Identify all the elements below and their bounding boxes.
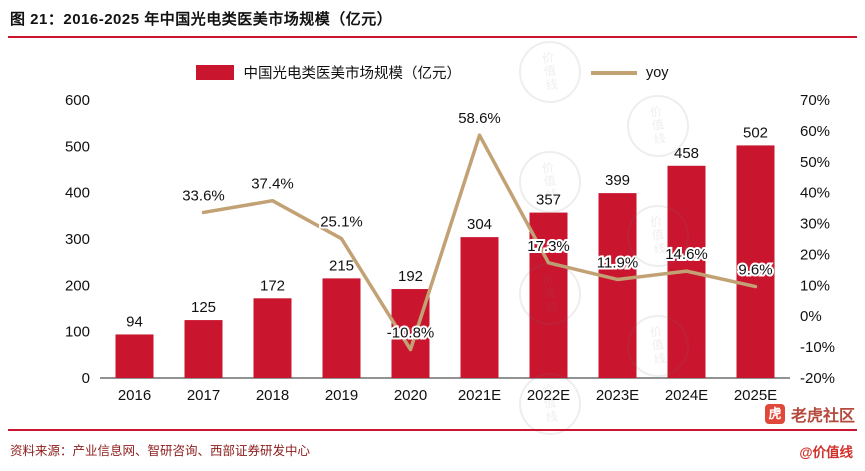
x-axis-label: 2019 bbox=[325, 387, 358, 404]
legend-item-line: yoy bbox=[590, 64, 669, 81]
left-axis-tick: 0 bbox=[82, 370, 90, 387]
left-axis-tick: 100 bbox=[65, 324, 90, 341]
bar-2025E bbox=[736, 145, 775, 378]
x-axis-label: 2025E bbox=[734, 387, 777, 404]
bar-2021E bbox=[460, 237, 499, 378]
brand-handle: @价值线 bbox=[799, 445, 853, 460]
bar-value-label: 125 bbox=[191, 299, 216, 316]
yoy-label: 9.6% bbox=[738, 262, 772, 279]
bar-value-label: 94 bbox=[126, 313, 143, 330]
bar-value-label: 192 bbox=[398, 268, 423, 285]
brand-name: 老虎社区 bbox=[790, 408, 855, 425]
x-axis-label: 2020 bbox=[394, 387, 427, 404]
chart-area: 600 500 400 300 200 100 0 70% 60% 50% 40% 30% 20% 10%… bbox=[65, 92, 835, 404]
x-axis-label: 2021E bbox=[458, 387, 501, 404]
bar-2020 bbox=[391, 289, 430, 378]
legend-item-bar: 中国光电类医美市场规模（亿元） bbox=[196, 62, 461, 83]
bar-value-label: 172 bbox=[260, 277, 285, 294]
legend-yoy-label: yoy bbox=[645, 64, 669, 81]
bar-value-label: 304 bbox=[467, 216, 492, 233]
bar-2018 bbox=[253, 298, 292, 378]
left-axis-tick: 500 bbox=[65, 138, 90, 155]
title-underline bbox=[8, 36, 857, 38]
yoy-label: 33.6% bbox=[182, 187, 225, 204]
right-axis-tick: 0% bbox=[800, 308, 822, 325]
right-axis-tick: 70% bbox=[800, 92, 830, 109]
bar-value-label: 357 bbox=[536, 192, 561, 209]
yoy-label: 25.1% bbox=[320, 214, 363, 231]
footer-rule bbox=[8, 429, 857, 431]
right-axis-tick: -10% bbox=[800, 339, 835, 356]
yoy-line bbox=[201, 133, 758, 352]
bar-value-label: 502 bbox=[743, 124, 768, 141]
bar-value-label: 399 bbox=[605, 172, 630, 189]
x-axis-label: 2024E bbox=[665, 387, 708, 404]
x-axis-label: 2023E bbox=[596, 387, 639, 404]
left-axis-tick: 600 bbox=[65, 92, 90, 109]
x-axis-label: 2018 bbox=[256, 387, 289, 404]
right-axis-tick: 10% bbox=[800, 277, 830, 294]
yoy-label: 17.3% bbox=[527, 238, 570, 255]
legend-bar-label: 中国光电类医美市场规模（亿元） bbox=[243, 66, 461, 82]
left-axis-tick: 300 bbox=[65, 231, 90, 248]
x-axis-label: 2016 bbox=[118, 387, 151, 404]
x-axis-label: 2017 bbox=[187, 387, 220, 404]
bar-2016 bbox=[115, 334, 154, 378]
right-axis-tick: 50% bbox=[800, 154, 830, 171]
yoy-label: 14.6% bbox=[665, 246, 708, 263]
right-axis-tick: -20% bbox=[800, 370, 835, 387]
source-note: 资料来源：产业信息网、智研咨询、西部证券研发中心 bbox=[10, 444, 311, 458]
legend-bar-swatch bbox=[196, 65, 235, 80]
bar-2023E bbox=[598, 193, 637, 378]
yoy-label: 11.9% bbox=[597, 254, 638, 271]
legend: 中国光电类医美市场规模（亿元） yoy bbox=[0, 62, 865, 83]
yoy-label: 37.4% bbox=[251, 176, 294, 193]
right-axis-tick: 20% bbox=[800, 246, 830, 263]
bar-2019 bbox=[322, 278, 361, 378]
left-axis-tick: 200 bbox=[65, 277, 90, 294]
right-axis-tick: 30% bbox=[800, 216, 830, 233]
bar-2017 bbox=[184, 320, 223, 378]
tiger-logo-icon: 虎 bbox=[764, 404, 785, 424]
yoy-label: -10.8% bbox=[387, 325, 435, 342]
bar-value-label: 215 bbox=[329, 257, 354, 274]
legend-line-swatch bbox=[590, 70, 637, 75]
left-axis-tick: 400 bbox=[65, 185, 90, 202]
yoy-label: 58.6% bbox=[458, 110, 501, 127]
figure-title: 图 21：2016-2025 年中国光电类医美市场规模（亿元） bbox=[10, 11, 393, 28]
x-axis-label: 2022E bbox=[527, 387, 570, 404]
right-axis-tick: 60% bbox=[800, 123, 830, 140]
bar-value-label: 458 bbox=[674, 145, 699, 162]
right-axis-tick: 40% bbox=[800, 185, 830, 202]
brand: 虎 老虎社区 bbox=[764, 402, 855, 426]
